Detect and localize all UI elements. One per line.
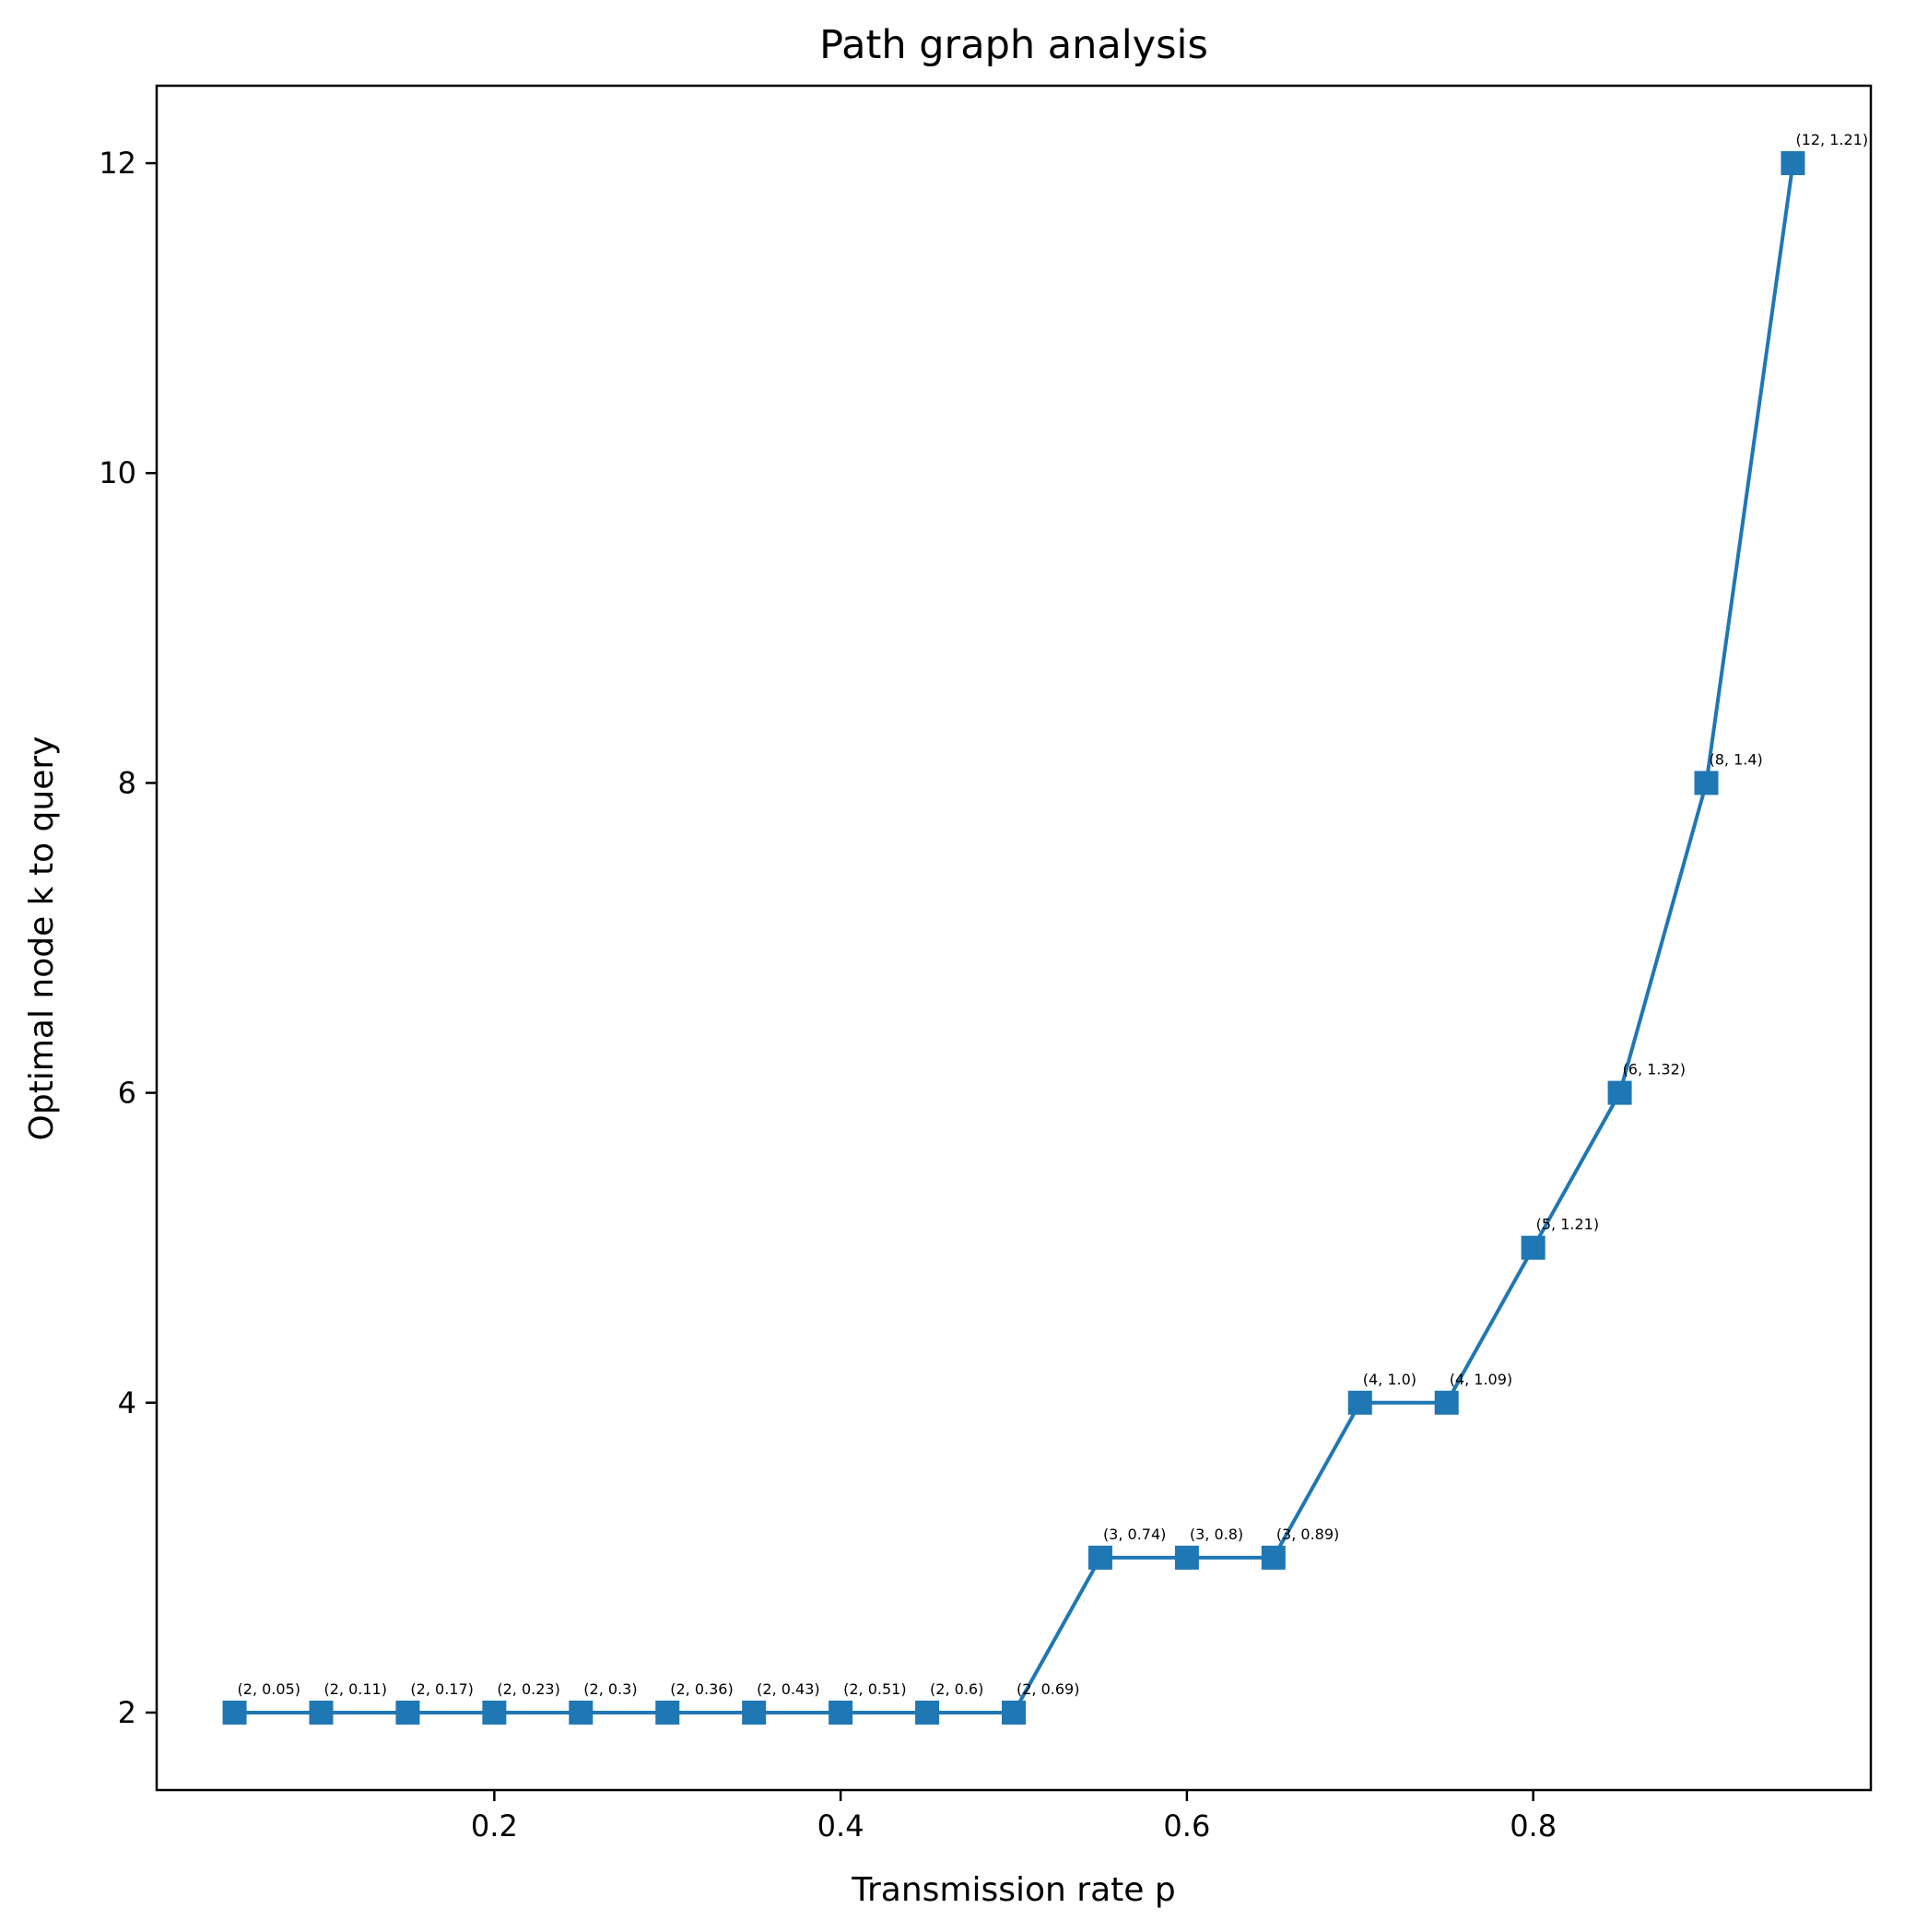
y-tick-label: 6 bbox=[118, 1076, 136, 1111]
data-point bbox=[655, 1700, 680, 1725]
data-point bbox=[1261, 1545, 1286, 1570]
data-point bbox=[742, 1700, 767, 1725]
point-annotation: (2, 0.05) bbox=[238, 1680, 300, 1698]
data-point bbox=[222, 1700, 247, 1725]
x-tick-label: 0.8 bbox=[1510, 1808, 1557, 1844]
point-annotation: (3, 0.74) bbox=[1103, 1526, 1166, 1543]
y-axis-label: Optimal node k to query bbox=[23, 736, 61, 1141]
data-point bbox=[829, 1700, 853, 1725]
point-annotation: (2, 0.43) bbox=[757, 1680, 819, 1698]
data-point bbox=[1002, 1700, 1026, 1725]
data-point bbox=[309, 1700, 334, 1725]
plot-frame bbox=[155, 84, 1873, 1792]
chart-title: Path graph analysis bbox=[819, 22, 1208, 68]
data-point bbox=[482, 1700, 507, 1725]
y-tick-label: 2 bbox=[118, 1695, 136, 1730]
point-annotation: (2, 0.51) bbox=[843, 1680, 906, 1698]
point-annotation: (4, 1.0) bbox=[1363, 1371, 1416, 1388]
data-point bbox=[1694, 771, 1719, 795]
point-annotation: (5, 1.21) bbox=[1536, 1216, 1599, 1233]
point-annotation: (2, 0.69) bbox=[1017, 1680, 1079, 1698]
y-tick-label: 10 bbox=[99, 455, 136, 490]
x-tick-label: 0.6 bbox=[1163, 1808, 1210, 1844]
y-ticks: 2 4 6 8 10 12 bbox=[99, 146, 157, 1730]
point-annotation: (2, 0.17) bbox=[410, 1680, 473, 1698]
data-point bbox=[395, 1700, 420, 1725]
point-annotations: (2, 0.05) (2, 0.11) (2, 0.17) (2, 0.23) (2, … bbox=[238, 131, 1869, 1698]
data-point bbox=[1087, 1545, 1112, 1570]
data-point bbox=[1781, 151, 1805, 176]
point-annotation: (4, 1.09) bbox=[1450, 1371, 1512, 1388]
point-annotation: (2, 0.11) bbox=[323, 1680, 386, 1698]
point-annotation: (2, 0.3) bbox=[583, 1680, 637, 1698]
x-tick-label: 0.4 bbox=[817, 1808, 864, 1844]
x-ticks: 0.2 0.4 0.6 0.8 bbox=[471, 1790, 1557, 1844]
y-tick-label: 12 bbox=[99, 146, 136, 181]
point-annotation: (12, 1.21) bbox=[1795, 131, 1868, 148]
point-annotation: (6, 1.32) bbox=[1623, 1061, 1686, 1078]
data-point bbox=[1174, 1545, 1199, 1570]
data-markers bbox=[222, 151, 1805, 1725]
point-annotation: (8, 1.4) bbox=[1710, 750, 1763, 768]
data-point bbox=[1434, 1390, 1459, 1415]
data-point bbox=[569, 1700, 594, 1725]
point-annotation: (3, 0.89) bbox=[1276, 1526, 1339, 1543]
x-tick-label: 0.2 bbox=[471, 1808, 518, 1844]
data-point bbox=[915, 1700, 940, 1725]
point-annotation: (2, 0.6) bbox=[930, 1680, 983, 1698]
point-annotation: (2, 0.36) bbox=[670, 1680, 733, 1698]
y-tick-label: 8 bbox=[118, 765, 136, 800]
point-annotation: (2, 0.23) bbox=[497, 1680, 559, 1698]
x-axis-label: Transmission rate p bbox=[851, 1871, 1175, 1909]
data-point bbox=[1521, 1235, 1546, 1260]
y-tick-label: 4 bbox=[118, 1385, 136, 1420]
data-point bbox=[1607, 1080, 1632, 1105]
point-annotation: (3, 0.8) bbox=[1190, 1526, 1243, 1543]
data-point bbox=[1347, 1390, 1372, 1415]
